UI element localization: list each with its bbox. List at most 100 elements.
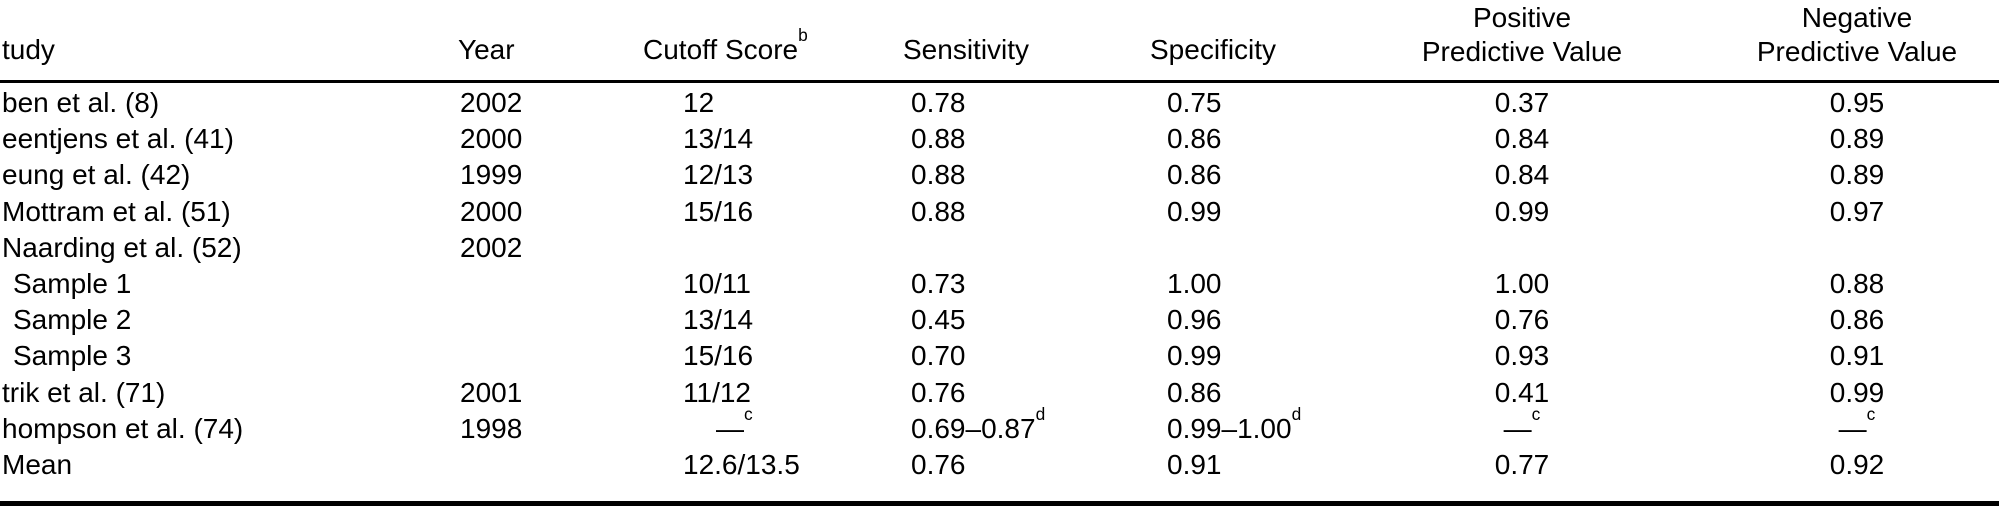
study-cell: Sample 3 [13, 340, 132, 372]
footnote-marker-c: c [744, 403, 753, 424]
range-value: 0.69–0.87 [911, 412, 1036, 444]
ppv-cell: 0.41 [1494, 376, 1550, 408]
specificity-cell: 0.75 [1167, 87, 1222, 118]
table-row: Sample 3 15/16 0.70 0.99 0.93 0.91 [0, 338, 1999, 374]
year-cell: 2000 [460, 123, 523, 155]
dash-value: — [1503, 412, 1532, 444]
ppv-cell: —c [1503, 405, 1541, 447]
ppv-header-line2: Predictive Value [1421, 36, 1623, 67]
cutoff-cell: 12.6/13.5 [683, 448, 800, 480]
year-cell: 1998 [460, 412, 523, 444]
cutoff-cell: 15/16 [683, 195, 754, 227]
ppv-header-line1: Positive [1472, 2, 1572, 33]
study-cell: trik et al. (71) [2, 376, 166, 408]
npv-cell: 0.88 [1829, 267, 1885, 299]
study-cell: eung et al. (42) [2, 159, 191, 191]
npv-cell: 0.97 [1829, 195, 1885, 227]
sensitivity-cell: 0.88 [911, 123, 966, 155]
specificity-cell: 0.99 [1167, 340, 1222, 372]
sensitivity-cell: 0.76 [911, 376, 966, 408]
ppv-cell: 0.77 [1494, 448, 1550, 480]
header-rule [0, 80, 1999, 83]
specificity-cell: 1.00 [1167, 267, 1222, 299]
specificity-cell: 0.86 [1167, 123, 1222, 155]
table-row: eung et al. (42) 1999 12/13 0.88 0.86 0.… [0, 157, 1999, 193]
sensitivity-cell: 0.78 [911, 87, 966, 118]
bottom-rule [0, 501, 1999, 506]
study-cell: Sample 2 [13, 304, 132, 336]
dash-value: — [716, 412, 744, 444]
col-header-positive-predictive-value: Positive Predictive Value [1422, 1, 1622, 69]
col-header-year: Year [458, 34, 515, 65]
cutoff-cell: —c [683, 405, 753, 447]
table-row: Mean 12.6/13.5 0.76 0.91 0.77 0.92 [0, 447, 1999, 483]
specificity-cell: 0.86 [1167, 159, 1222, 191]
specificity-cell: 0.96 [1167, 304, 1222, 336]
npv-cell: 0.86 [1829, 304, 1885, 336]
sensitivity-cell: 0.73 [911, 267, 966, 299]
table-row: Naarding et al. (52) 2002 [0, 230, 1999, 266]
ppv-cell: 1.00 [1494, 267, 1550, 299]
cutoff-cell: 12 [683, 87, 715, 118]
cutoff-cell: 12/13 [683, 159, 754, 191]
specificity-cell: 0.99–1.00d [1167, 405, 1301, 447]
range-value: 0.99–1.00 [1167, 412, 1292, 444]
cutoff-cell: 15/16 [683, 340, 754, 372]
study-cell: Mean [2, 448, 73, 480]
year-cell: 1999 [460, 159, 523, 191]
study-cell: eentjens et al. (41) [2, 123, 234, 155]
table-row: Sample 2 13/14 0.45 0.96 0.76 0.86 [0, 302, 1999, 338]
specificity-cell: 0.91 [1167, 448, 1222, 480]
sensitivity-cell: 0.88 [911, 195, 966, 227]
ppv-cell: 0.76 [1494, 304, 1550, 336]
col-header-cutoff-text: Cutoff Score [643, 34, 799, 65]
year-cell: 2002 [460, 87, 523, 118]
ppv-cell: 0.84 [1494, 123, 1550, 155]
table-header: tudy Year Cutoff Scoreb Sensitivity Spec… [0, 0, 1999, 84]
footnote-marker-d: d [1035, 403, 1046, 424]
npv-cell: —c [1838, 405, 1876, 447]
study-cell: Sample 1 [13, 267, 132, 299]
sensitivity-cell: 0.70 [911, 340, 966, 372]
npv-header-line1: Negative [1801, 2, 1913, 33]
study-cell: ben et al. (8) [2, 87, 160, 118]
npv-cell: 0.99 [1829, 376, 1885, 408]
study-cell: Naarding et al. (52) [2, 231, 242, 263]
table-body: ben et al. (8) 2002 12 0.78 0.75 0.37 0.… [0, 85, 1999, 483]
col-header-specificity: Specificity [1150, 34, 1277, 65]
col-header-study: tudy [2, 34, 55, 65]
cutoff-cell: 13/14 [683, 304, 754, 336]
npv-cell: 0.91 [1829, 340, 1885, 372]
sensitivity-cell: 0.69–0.87d [911, 405, 1045, 447]
sensitivity-cell: 0.45 [911, 304, 966, 336]
sensitivity-cell: 0.76 [911, 448, 966, 480]
table-row: ben et al. (8) 2002 12 0.78 0.75 0.37 0.… [0, 85, 1999, 121]
table-row: eentjens et al. (41) 2000 13/14 0.88 0.8… [0, 121, 1999, 157]
table-row: Mottram et al. (51) 2000 15/16 0.88 0.99… [0, 194, 1999, 230]
table-row: trik et al. (71) 2001 11/12 0.76 0.86 0.… [0, 375, 1999, 411]
cutoff-cell: 10/11 [683, 267, 751, 299]
footnote-marker-c: c [1866, 403, 1876, 424]
ppv-cell: 0.99 [1494, 195, 1550, 227]
cutoff-cell: 13/14 [683, 123, 754, 155]
ppv-cell: 0.84 [1494, 159, 1550, 191]
npv-header-line2: Predictive Value [1756, 36, 1958, 67]
ppv-cell: 0.37 [1494, 87, 1550, 118]
study-cell: hompson et al. (74) [2, 412, 244, 444]
footnote-marker-d: d [1291, 403, 1302, 424]
table-row: hompson et al. (74) 1998 —c 0.69–0.87d 0… [0, 405, 1999, 447]
ppv-cell: 0.93 [1494, 340, 1550, 372]
footnote-marker-c: c [1531, 403, 1541, 424]
cutoff-cell: 11/12 [683, 376, 751, 408]
year-cell: 2002 [460, 231, 523, 263]
dash-value: — [1838, 412, 1867, 444]
footnote-marker-b: b [798, 24, 808, 45]
specificity-cell: 0.86 [1167, 376, 1222, 408]
year-cell: 2000 [460, 195, 523, 227]
npv-cell: 0.89 [1829, 123, 1885, 155]
specificity-cell: 0.99 [1167, 195, 1222, 227]
study-cell: Mottram et al. (51) [2, 195, 231, 227]
col-header-sensitivity: Sensitivity [903, 34, 1030, 65]
table-row: Sample 1 10/11 0.73 1.00 1.00 0.88 [0, 266, 1999, 302]
